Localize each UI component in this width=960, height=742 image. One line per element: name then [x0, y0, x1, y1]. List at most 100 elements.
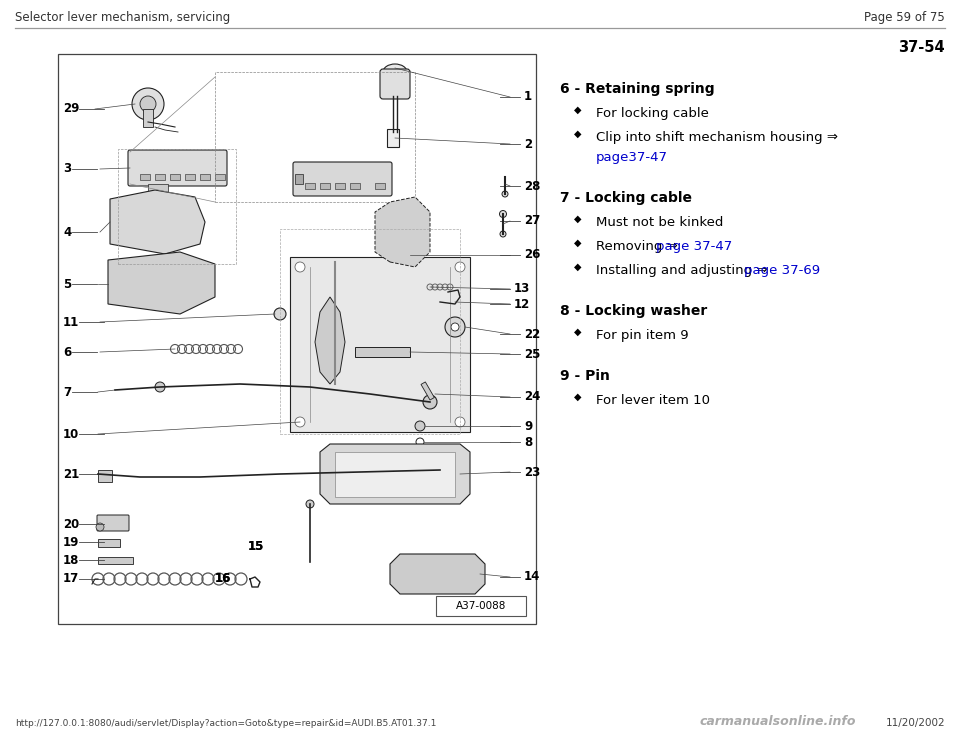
- FancyBboxPatch shape: [380, 69, 410, 99]
- Text: carmanualsonline.info: carmanualsonline.info: [700, 715, 856, 728]
- FancyBboxPatch shape: [128, 150, 227, 186]
- Bar: [170, 174, 180, 180]
- Bar: [335, 183, 345, 189]
- Text: http://127.0.0.1:8080/audi/servlet/Display?action=Goto&type=repair&id=AUDI.B5.AT: http://127.0.0.1:8080/audi/servlet/Displ…: [15, 719, 437, 728]
- Text: Clip into shift mechanism housing ⇒: Clip into shift mechanism housing ⇒: [596, 131, 842, 144]
- Bar: [200, 174, 210, 180]
- Text: For locking cable: For locking cable: [596, 107, 708, 120]
- Text: page 37-69: page 37-69: [744, 264, 820, 277]
- Text: 24: 24: [524, 390, 540, 404]
- Bar: [375, 183, 385, 189]
- Text: For lever item 10: For lever item 10: [596, 394, 710, 407]
- Text: 17: 17: [63, 573, 80, 585]
- Text: Removing ⇒: Removing ⇒: [596, 240, 682, 253]
- Circle shape: [445, 317, 465, 337]
- Circle shape: [155, 382, 165, 392]
- Bar: [58, 54, 536, 624]
- Text: ◆: ◆: [574, 129, 582, 139]
- Circle shape: [500, 231, 506, 237]
- Text: 9 - Pin: 9 - Pin: [560, 369, 610, 383]
- Bar: [350, 183, 360, 189]
- Text: Page 59 of 75: Page 59 of 75: [864, 11, 945, 24]
- Bar: [98, 539, 120, 547]
- Bar: [98, 557, 133, 564]
- Text: 16: 16: [215, 573, 231, 585]
- Text: 22: 22: [524, 327, 540, 341]
- Bar: [118, 149, 236, 264]
- Text: 6 - Retaining spring: 6 - Retaining spring: [560, 82, 714, 96]
- Text: 16: 16: [215, 573, 231, 585]
- Text: 29: 29: [63, 102, 80, 116]
- Circle shape: [132, 88, 164, 120]
- Bar: [295, 174, 303, 184]
- Text: 6: 6: [63, 346, 71, 358]
- Text: 28: 28: [524, 180, 540, 192]
- Text: A37-0088: A37-0088: [456, 601, 506, 611]
- Circle shape: [499, 211, 507, 217]
- Text: ◆: ◆: [574, 262, 582, 272]
- Circle shape: [306, 500, 314, 508]
- Circle shape: [502, 191, 508, 197]
- Text: Selector lever mechanism, servicing: Selector lever mechanism, servicing: [15, 11, 230, 24]
- Text: 21: 21: [63, 467, 80, 481]
- FancyBboxPatch shape: [293, 162, 392, 196]
- Bar: [215, 72, 415, 202]
- Text: 26: 26: [524, 249, 540, 261]
- Polygon shape: [375, 197, 430, 267]
- Circle shape: [415, 421, 425, 431]
- Text: page 37-47: page 37-47: [656, 240, 732, 253]
- Bar: [280, 229, 460, 434]
- Bar: [215, 174, 225, 180]
- Text: 13: 13: [514, 283, 530, 295]
- Text: Installing and adjusting ⇒: Installing and adjusting ⇒: [596, 264, 772, 277]
- Text: 14: 14: [524, 571, 540, 583]
- Circle shape: [455, 262, 465, 272]
- Text: 12: 12: [514, 298, 530, 310]
- Text: 2: 2: [524, 137, 532, 151]
- Bar: [290, 257, 470, 432]
- Text: 8 - Locking washer: 8 - Locking washer: [560, 304, 708, 318]
- Bar: [143, 109, 153, 127]
- Bar: [305, 183, 315, 189]
- Text: 3: 3: [63, 162, 71, 176]
- Text: 23: 23: [524, 465, 540, 479]
- Text: 11/20/2002: 11/20/2002: [885, 718, 945, 728]
- Bar: [140, 174, 150, 180]
- Circle shape: [423, 395, 437, 409]
- Circle shape: [455, 417, 465, 427]
- Circle shape: [295, 262, 305, 272]
- Circle shape: [416, 438, 424, 446]
- Text: 7 - Locking cable: 7 - Locking cable: [560, 191, 692, 205]
- Text: 1: 1: [524, 91, 532, 103]
- Text: page37-47: page37-47: [596, 151, 668, 164]
- Text: ◆: ◆: [574, 392, 582, 402]
- Circle shape: [295, 417, 305, 427]
- Ellipse shape: [383, 64, 407, 80]
- Polygon shape: [320, 444, 470, 504]
- Text: 4: 4: [63, 226, 71, 238]
- Circle shape: [96, 523, 104, 531]
- Text: ◆: ◆: [574, 327, 582, 337]
- Text: 19: 19: [63, 536, 80, 548]
- Text: 18: 18: [63, 554, 80, 566]
- Bar: [155, 174, 165, 180]
- Text: 11: 11: [63, 315, 80, 329]
- Text: For pin item 9: For pin item 9: [596, 329, 688, 342]
- Text: 15: 15: [248, 540, 264, 554]
- Bar: [98, 470, 112, 482]
- Bar: [355, 347, 410, 357]
- Text: ◆: ◆: [574, 238, 582, 248]
- Polygon shape: [110, 190, 205, 254]
- Text: 37-54: 37-54: [899, 40, 945, 55]
- Circle shape: [274, 308, 286, 320]
- Polygon shape: [390, 554, 485, 594]
- Bar: [185, 174, 195, 180]
- FancyBboxPatch shape: [97, 515, 129, 531]
- Bar: [436, 596, 526, 616]
- Bar: [421, 382, 434, 400]
- Circle shape: [140, 96, 156, 112]
- Bar: [335, 452, 455, 497]
- Circle shape: [432, 462, 448, 478]
- Text: 9: 9: [524, 419, 532, 433]
- Text: ◆: ◆: [574, 214, 582, 224]
